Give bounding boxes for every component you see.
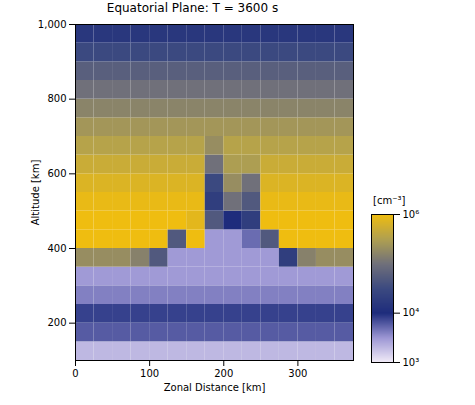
svg-text:400: 400 bbox=[47, 243, 66, 254]
svg-text:10³: 10³ bbox=[403, 357, 420, 368]
svg-text:10⁴: 10⁴ bbox=[403, 307, 420, 318]
svg-text:100: 100 bbox=[140, 368, 159, 379]
svg-text:0: 0 bbox=[72, 368, 78, 379]
svg-text:10⁶: 10⁶ bbox=[403, 209, 420, 220]
html-text:[cm⁻³]: [cm⁻³] bbox=[373, 195, 406, 206]
svg-text:800: 800 bbox=[47, 93, 66, 104]
svg-text:1,000: 1,000 bbox=[38, 19, 67, 30]
svg-text:Altitude [km]: Altitude [km] bbox=[30, 160, 41, 226]
svg-text:300: 300 bbox=[288, 368, 307, 379]
svg-text:Zonal Distance [km]: Zonal Distance [km] bbox=[164, 382, 266, 393]
svg-text:200: 200 bbox=[47, 317, 66, 328]
svg-text:600: 600 bbox=[47, 168, 66, 179]
html-text:Equatorial Plane: T = 3600 s: Equatorial Plane: T = 3600 s bbox=[106, 1, 279, 15]
svg-text:200: 200 bbox=[214, 368, 233, 379]
